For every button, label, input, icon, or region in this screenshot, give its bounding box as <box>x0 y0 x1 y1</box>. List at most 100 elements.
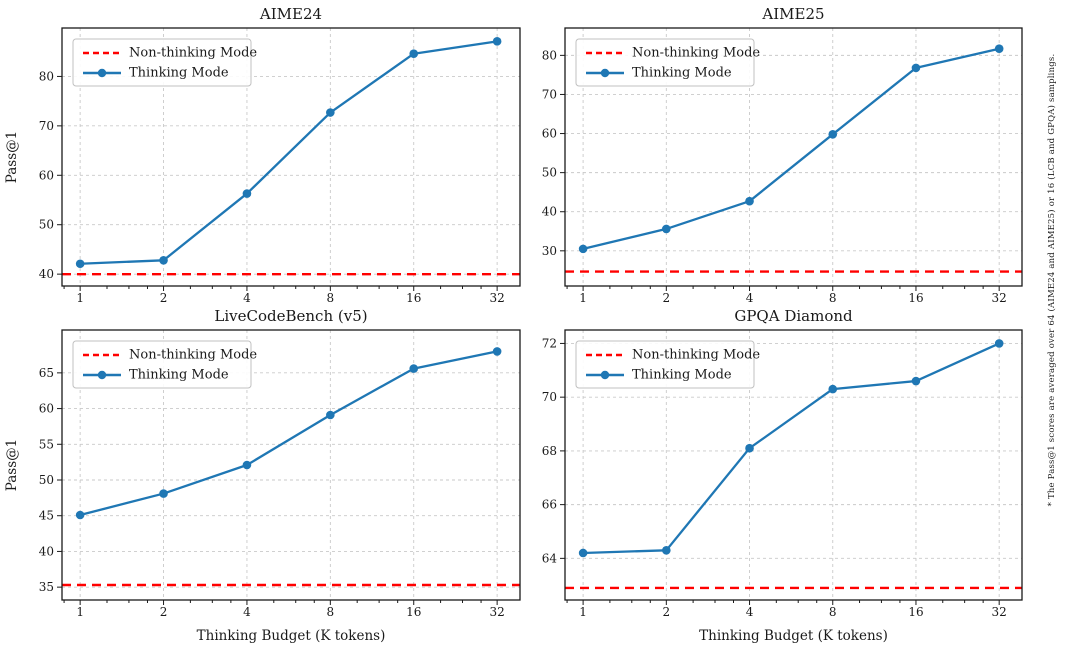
legend-thinking-label: Thinking Mode <box>632 66 732 81</box>
x-tick-label: 4 <box>746 291 754 305</box>
data-point <box>75 259 85 269</box>
data-point <box>662 545 671 555</box>
subplot-aime24: 1 2 4 8 16 32 40 50 60 70 80 AIME24 Pass@1 Non-thinki… <box>0 0 535 306</box>
axis-ticks <box>57 75 498 291</box>
data-point <box>409 49 419 59</box>
legend-thinking-marker <box>600 370 610 380</box>
x-tick-label: 16 <box>908 605 923 619</box>
legend-box <box>72 38 252 87</box>
legend-box <box>575 38 755 87</box>
x-tick-label: 32 <box>992 291 1007 305</box>
x-tick-label: 2 <box>663 605 671 619</box>
axis-ticks <box>560 342 1000 605</box>
legend-non-thinking-label: Non-thinking Mode <box>632 46 760 61</box>
data-point <box>242 189 252 198</box>
plot-border <box>564 329 1023 601</box>
y-tick-label: 72 <box>542 336 557 350</box>
y-tick-label: 68 <box>542 444 557 458</box>
data-point <box>911 376 921 386</box>
y-tick-label: 40 <box>39 544 54 558</box>
legend-thinking-marker <box>97 370 107 380</box>
y-tick-label: 30 <box>542 244 557 258</box>
y-tick-label: 80 <box>39 69 54 83</box>
subplot-gpqa-canvas: 1 2 4 8 16 32 64 66 68 70 72 GPQA Diamond Thinking B… <box>542 307 1023 644</box>
plot-title: AIME25 <box>761 5 824 23</box>
legend-thinking-label: Thinking Mode <box>632 368 732 383</box>
x-tick-label: 2 <box>160 291 168 305</box>
x-tick-label: 4 <box>243 605 251 619</box>
data-point <box>662 224 671 234</box>
data-point <box>994 44 1004 54</box>
legend-thinking-marker <box>97 68 107 78</box>
x-tick-label: 1 <box>579 291 587 305</box>
thinking-series-line <box>80 40 498 265</box>
x-tick-label: 1 <box>76 291 84 305</box>
x-tick-label: 1 <box>579 605 587 619</box>
x-tick-label: 32 <box>489 291 504 305</box>
side-footnote: * The Pass@1 scores are averaged over 64… <box>1047 53 1057 507</box>
data-point <box>492 347 502 356</box>
legend-thinking-label: Thinking Mode <box>129 368 229 383</box>
legend-thinking-marker <box>600 68 610 78</box>
legend-non-thinking-label: Non-thinking Mode <box>129 46 257 61</box>
y-tick-label: 65 <box>39 366 54 380</box>
plot-border <box>61 27 521 287</box>
x-axis-label: Thinking Budget (K tokens) <box>699 628 888 644</box>
x-tick-label: 8 <box>829 605 837 619</box>
data-point <box>745 443 754 453</box>
data-point <box>409 364 419 373</box>
x-tick-label: 2 <box>160 605 168 619</box>
legend-box <box>72 340 252 389</box>
y-tick-label: 60 <box>39 168 54 182</box>
legend: Non-thinking Mode Thinking Mode <box>72 340 257 389</box>
y-tick-label: 40 <box>542 205 557 219</box>
y-tick-label: 70 <box>39 119 54 133</box>
data-point <box>326 410 335 420</box>
plot-title: GPQA Diamond <box>734 307 853 325</box>
x-tick-label: 4 <box>243 291 251 305</box>
legend-non-thinking-label: Non-thinking Mode <box>129 348 257 363</box>
legend-box <box>575 340 755 389</box>
data-point <box>492 37 502 46</box>
data-point <box>828 130 838 139</box>
thinking-series-line <box>79 350 498 517</box>
data-point <box>911 63 921 73</box>
subplot-gpqa: 1 2 4 8 16 32 64 66 68 70 72 GPQA Diamond Thinking B… <box>535 306 1080 668</box>
thinking-series-line <box>583 342 1000 555</box>
y-tick-label: 45 <box>39 509 54 523</box>
x-tick-label: 4 <box>746 605 754 619</box>
x-tick-label: 1 <box>76 605 84 619</box>
x-tick-label: 2 <box>663 291 671 305</box>
thinking-series-line <box>582 47 1000 250</box>
x-tick-label: 32 <box>489 605 504 619</box>
legend: Non-thinking Mode Thinking Mode <box>575 340 760 389</box>
y-tick-label: 66 <box>542 498 557 512</box>
plot-title: AIME24 <box>259 5 322 23</box>
x-tick-label: 8 <box>327 291 335 305</box>
y-tick-label: 40 <box>39 267 54 281</box>
data-point <box>578 548 588 558</box>
y-tick-label: 50 <box>39 473 54 487</box>
subplot-aime24-canvas: 1 2 4 8 16 32 40 50 60 70 80 AIME24 Pass@1 Non-thinki… <box>4 5 521 305</box>
data-point <box>745 196 754 206</box>
x-tick-label: 8 <box>829 291 837 305</box>
data-point <box>159 489 168 498</box>
plot-title: LiveCodeBench (v5) <box>214 307 367 325</box>
y-axis-label: Pass@1 <box>4 131 20 183</box>
subplot-livecodebench-canvas: 1 2 4 8 16 32 35 40 45 50 55 60 65 LiveCodeBench (v5)… <box>4 307 521 644</box>
data-point <box>326 108 335 117</box>
axis-ticks <box>57 372 498 605</box>
y-tick-label: 80 <box>542 48 557 62</box>
y-tick-label: 60 <box>39 402 54 416</box>
x-tick-label: 32 <box>992 605 1007 619</box>
subplot-livecodebench: 1 2 4 8 16 32 35 40 45 50 55 60 65 LiveCodeBench (v5)… <box>0 306 535 668</box>
y-tick-label: 50 <box>542 166 557 180</box>
subplot-aime25: 1 2 4 8 16 32 30 40 50 60 70 80 AIME25 Non-thinking M… <box>535 0 1080 306</box>
data-point <box>75 510 85 520</box>
data-point <box>159 255 168 265</box>
plot-border <box>564 27 1023 287</box>
data-point <box>242 460 252 470</box>
x-tick-label: 16 <box>908 291 923 305</box>
